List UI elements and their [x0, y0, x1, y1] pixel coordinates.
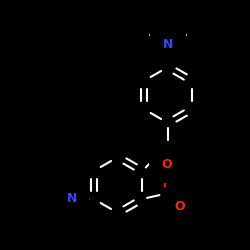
Text: N: N	[163, 38, 173, 52]
Text: O: O	[174, 200, 184, 212]
Text: N: N	[66, 192, 77, 205]
Text: O: O	[162, 158, 172, 170]
